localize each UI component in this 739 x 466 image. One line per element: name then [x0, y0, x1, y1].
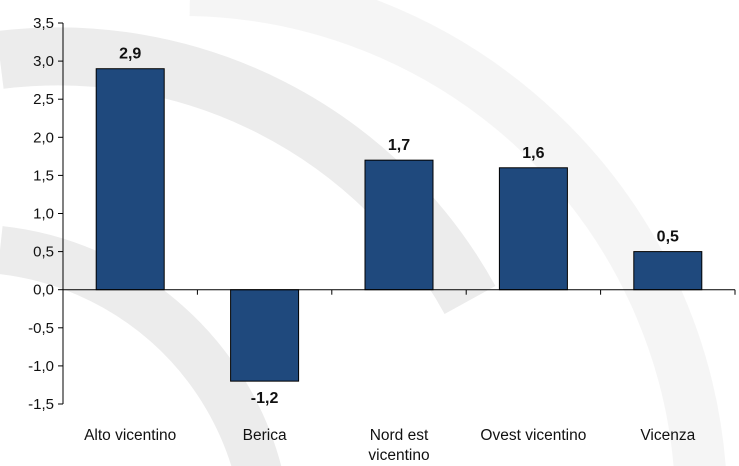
y-tick-label-3: 2,0: [33, 129, 54, 146]
y-tick-label-8: -0,5: [28, 320, 54, 337]
category-label-0: Alto vicentino: [84, 427, 176, 444]
category-label-4: Vicenza: [640, 427, 695, 444]
labels-group: 2,9 Alto vicentino -1,2 Berica 1,7 Nord est vi…: [28, 15, 695, 464]
category-label-3: Ovest vicentino: [480, 427, 586, 444]
y-tick-label-4: 1,5: [33, 167, 54, 184]
bar-1: [230, 289, 300, 382]
watermark-arc-right: [189, 0, 726, 466]
watermark-arc-inner: [0, 226, 282, 466]
y-tick-label-1: 3,0: [33, 53, 54, 70]
y-tick-label-0: 3,5: [33, 15, 54, 32]
y-tick-label-2: 2,5: [33, 91, 54, 108]
bar-3: [498, 167, 568, 291]
data-label-2: 1,7: [388, 137, 410, 154]
y-tick-label-5: 1,0: [33, 206, 54, 223]
axes-group: [58, 22, 736, 405]
bars-group: [95, 68, 703, 382]
category-label-2: Nord est vicentino: [368, 427, 429, 464]
bar-4: [633, 251, 703, 291]
y-tick-label-6: 0,5: [33, 244, 54, 261]
data-label-4: 0,5: [657, 229, 679, 246]
bar-2: [364, 159, 434, 291]
category-label-1: Berica: [243, 427, 287, 444]
y-tick-label-7: 0,0: [33, 282, 54, 299]
data-label-0: 2,9: [119, 46, 141, 63]
bar-0: [95, 68, 165, 291]
y-tick-label-9: -1,0: [28, 358, 54, 375]
y-tick-label-10: -1,5: [28, 396, 54, 413]
data-label-1: -1,2: [251, 390, 279, 407]
data-label-3: 1,6: [522, 145, 544, 162]
